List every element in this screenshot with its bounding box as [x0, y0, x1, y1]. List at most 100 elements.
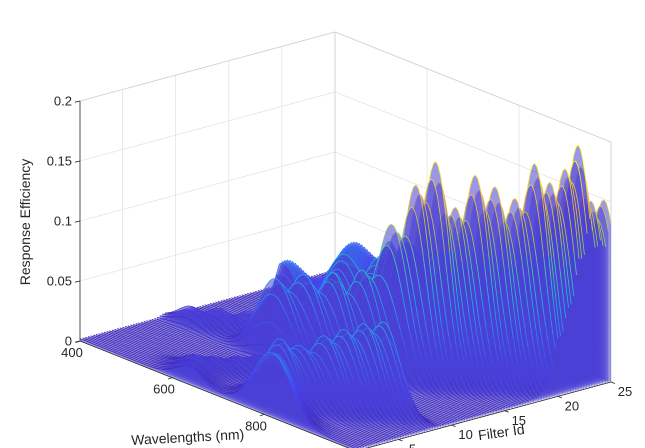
surface-segment [361, 262, 365, 268]
surface-segment [598, 220, 602, 226]
surface-segment [365, 256, 369, 262]
surface-segment [565, 287, 569, 308]
surface-segment [553, 257, 557, 277]
surface-segment [595, 230, 599, 247]
surface-segment [535, 355, 539, 366]
surface-segment [518, 317, 522, 334]
surface-segment [527, 381, 531, 388]
surface-segment [526, 390, 530, 395]
surface-segment [537, 365, 541, 375]
surface-segment [506, 230, 510, 247]
surface-segment [315, 281, 319, 284]
surface-segment [548, 235, 552, 257]
surface-segment [517, 340, 521, 355]
surface-segment [540, 332, 544, 347]
surface-segment [356, 255, 360, 261]
surface-segment [526, 213, 530, 221]
response-surface [79, 144, 612, 448]
surface-segment [575, 144, 579, 148]
surface-segment [359, 257, 363, 263]
surface-segment [525, 359, 529, 370]
surface-segment [257, 291, 261, 294]
surface-segment [347, 247, 350, 250]
surface-segment [490, 188, 494, 195]
surface-segment [504, 217, 508, 232]
surface-segment [281, 262, 284, 265]
surface-segment [590, 208, 594, 218]
surface-segment [533, 282, 537, 300]
surface-segment [561, 228, 565, 247]
surface-segment [536, 167, 540, 178]
surface-segment [550, 316, 554, 335]
surface-segment [551, 208, 555, 224]
surface-segment [532, 383, 536, 389]
surface-segment [552, 334, 556, 350]
surface-segment [563, 266, 567, 288]
surface-segment [361, 264, 365, 270]
surface-segment [362, 253, 366, 259]
box-edge [79, 31, 336, 102]
surface-segment [593, 204, 597, 213]
surface-segment [319, 284, 322, 287]
surface-segment [357, 249, 361, 254]
surface-segment [531, 396, 535, 399]
surface-segment [320, 278, 324, 280]
surface-segment [318, 273, 322, 276]
surface-segment [524, 393, 527, 397]
surface-segment [492, 200, 496, 208]
surface-segment [525, 293, 529, 312]
surface-segment [574, 189, 578, 201]
surface-segment [564, 225, 568, 242]
surface-segment [535, 328, 539, 344]
surface-segment [545, 183, 549, 192]
surface-segment [366, 251, 370, 257]
surface-segment [539, 374, 543, 382]
surface-segment [316, 279, 319, 282]
surface-segment [539, 356, 543, 368]
surface-segment [553, 223, 557, 241]
surface-segment [350, 242, 354, 244]
surface-segment [522, 365, 526, 375]
surface-segment [537, 343, 541, 357]
surface-segment [541, 236, 545, 257]
surface-segment [508, 267, 512, 288]
surface-segment [342, 249, 345, 252]
surface-segment [358, 261, 362, 268]
surface-segment [549, 354, 553, 366]
surface-segment [504, 228, 508, 248]
surface-segment [525, 333, 529, 347]
surface-segment [349, 248, 353, 252]
surface-segment [603, 210, 607, 219]
surface-segment [352, 246, 356, 251]
surface-segment [310, 275, 314, 278]
surface-segment [353, 257, 357, 263]
surface-segment [499, 198, 503, 213]
surface-segment [349, 246, 353, 250]
surface-segment [356, 241, 360, 246]
surface-segment [534, 394, 537, 398]
surface-segment [358, 259, 362, 265]
surface-segment [354, 247, 358, 252]
surface-segment [605, 218, 609, 232]
surface-segment [517, 380, 521, 387]
surface-segment [534, 163, 538, 168]
surface-segment [558, 295, 562, 315]
surface-segment [562, 168, 566, 171]
surface-segment [529, 164, 533, 173]
surface-segment [507, 211, 511, 215]
surface-segment [558, 225, 562, 246]
surface-segment [362, 255, 366, 261]
surface-segment [356, 253, 360, 258]
surface-segment [520, 302, 524, 319]
surface-segment [527, 346, 531, 359]
surface-segment [354, 251, 358, 256]
surface-segment [351, 252, 355, 257]
surface-segment [547, 368, 551, 377]
surface-segment [516, 229, 520, 243]
surface-segment [496, 218, 500, 233]
surface-segment [531, 230, 535, 244]
surface-segment [548, 255, 552, 279]
surface-segment [509, 232, 513, 243]
surface-segment [559, 206, 563, 215]
surface-segment [357, 251, 361, 256]
